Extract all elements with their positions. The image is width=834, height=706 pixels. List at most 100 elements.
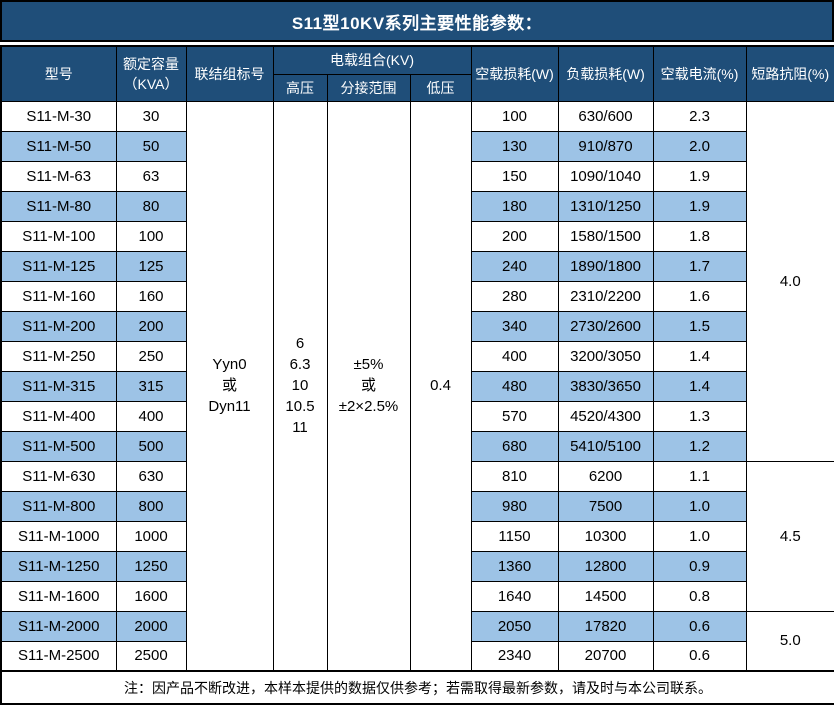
no-load-current-cell: 1.3 [652,400,747,432]
capacity-cell: 800 [115,490,187,522]
model-cell: S11-M-1250 [0,550,117,582]
load-loss-cell: 910/870 [557,130,654,162]
no-load-current-cell: 0.6 [652,640,747,672]
no-load-current-cell: 1.1 [652,460,747,492]
footer-note: 注：因产品不断改进，本样本提供的数据仅供参考；若需取得最新参数，请及时与本公司联… [0,670,834,705]
col-header-capacity: 额定容量 （KVA） [115,45,187,102]
capacity-cell: 200 [115,310,187,342]
capacity-cell: 80 [115,190,187,222]
table-row: S11-M-1600 1600 1640 14500 0.8 [0,580,834,612]
col-header-tap-range: 分接范围 [326,73,411,102]
load-loss-cell: 1090/1040 [557,160,654,192]
impedance-cell: 5.0 [745,610,834,672]
no-load-loss-cell: 980 [470,490,559,522]
load-loss-cell: 12800 [557,550,654,582]
page-title: S11型10KV系列主要性能参数： [0,0,834,42]
load-loss-cell: 17820 [557,610,654,642]
table-body: S11-M-30 30 Yyn0 或 Dyn11 6 6.3 10 10.5 11 ±5% 或 ±2×2… [0,100,834,672]
no-load-current-cell: 1.4 [652,370,747,402]
model-cell: S11-M-125 [0,250,117,282]
no-load-current-cell: 1.4 [652,340,747,372]
no-load-loss-cell: 200 [470,220,559,252]
no-load-loss-cell: 810 [470,460,559,492]
model-cell: S11-M-250 [0,340,117,372]
no-load-loss-cell: 280 [470,280,559,312]
title-table-divider [0,42,834,45]
capacity-cell: 400 [115,400,187,432]
no-load-current-cell: 2.3 [652,100,747,132]
model-cell: S11-M-315 [0,370,117,402]
capacity-cell: 1250 [115,550,187,582]
capacity-cell: 1000 [115,520,187,552]
no-load-loss-cell: 180 [470,190,559,222]
table-row: S11-M-2000 2000 2050 17820 0.6 5.0 [0,610,834,672]
load-loss-cell: 14500 [557,580,654,612]
load-loss-cell: 1890/1800 [557,250,654,282]
impedance-cell: 4.0 [745,100,834,462]
header-row-1: 型号 额定容量 （KVA） 联结组标号 电载组合(KV) 空载损耗(W) 负载损… [0,45,834,102]
high-voltage-cell: 6 6.3 10 10.5 11 [272,100,328,672]
model-cell: S11-M-400 [0,400,117,432]
capacity-cell: 1600 [115,580,187,612]
no-load-loss-cell: 680 [470,430,559,462]
model-cell: S11-M-100 [0,220,117,252]
capacity-cell: 630 [115,460,187,492]
no-load-current-cell: 0.8 [652,580,747,612]
no-load-current-cell: 1.0 [652,520,747,552]
no-load-loss-cell: 2050 [470,610,559,642]
table-row: S11-M-400 400 570 4520/4300 1.3 [0,400,834,432]
no-load-current-cell: 1.2 [652,430,747,462]
model-cell: S11-M-630 [0,460,117,492]
table-row: S11-M-160 160 280 2310/2200 1.6 [0,280,834,312]
no-load-current-cell: 2.0 [652,130,747,162]
capacity-cell: 100 [115,220,187,252]
model-cell: S11-M-200 [0,310,117,342]
model-cell: S11-M-80 [0,190,117,222]
model-cell: S11-M-50 [0,130,117,162]
table-row: S11-M-30 30 Yyn0 或 Dyn11 6 6.3 10 10.5 11 ±5% 或 ±2×2… [0,100,834,672]
table-row: S11-M-800 800 980 7500 1.0 [0,490,834,522]
no-load-loss-cell: 100 [470,100,559,132]
col-header-impedance: 短路抗阻(%) [745,45,834,102]
table-row: S11-M-200 200 340 2730/2600 1.5 [0,310,834,342]
table-row: S11-M-250 250 400 3200/3050 1.4 [0,340,834,372]
col-header-hv: 高压 [272,73,328,102]
col-header-no-load-current: 空载电流(%) [652,45,747,102]
table-row: S11-M-2500 2500 2340 20700 0.6 [0,640,834,672]
col-header-lv: 低压 [409,73,472,102]
load-loss-cell: 2310/2200 [557,280,654,312]
impedance-cell: 4.5 [745,460,834,612]
table-row: S11-M-50 50 130 910/870 2.0 [0,130,834,162]
capacity-cell: 315 [115,370,187,402]
capacity-cell: 2500 [115,640,187,672]
table-row: S11-M-500 500 680 5410/5100 1.2 [0,430,834,462]
load-loss-cell: 1580/1500 [557,220,654,252]
no-load-loss-cell: 1640 [470,580,559,612]
table-row: S11-M-80 80 180 1310/1250 1.9 [0,190,834,222]
col-header-capacity-line1: 额定容量 [123,55,179,72]
load-loss-cell: 5410/5100 [557,430,654,462]
capacity-cell: 125 [115,250,187,282]
no-load-current-cell: 0.6 [652,610,747,642]
header-row-2: 高压 分接范围 低压 [1,73,834,102]
no-load-loss-cell: 2340 [470,640,559,672]
table-row: S11-M-630 630 810 6200 1.1 4.5 [0,460,834,612]
no-load-loss-cell: 340 [470,310,559,342]
model-cell: S11-M-800 [0,490,117,522]
no-load-loss-cell: 1150 [470,520,559,552]
model-cell: S11-M-1000 [0,520,117,552]
table-row: S11-M-1000 1000 1150 10300 1.0 [0,520,834,552]
no-load-loss-cell: 570 [470,400,559,432]
table-row: S11-M-125 125 240 1890/1800 1.7 [0,250,834,282]
capacity-cell: 500 [115,430,187,462]
model-cell: S11-M-160 [0,280,117,312]
col-header-no-load-loss: 空载损耗(W) [470,45,559,102]
load-loss-cell: 1310/1250 [557,190,654,222]
model-cell: S11-M-2500 [0,640,117,672]
no-load-loss-cell: 240 [470,250,559,282]
no-load-loss-cell: 130 [470,130,559,162]
table-row: S11-M-100 100 200 1580/1500 1.8 [0,220,834,252]
capacity-cell: 2000 [115,610,187,642]
col-header-connection: 联结组标号 [185,45,274,102]
